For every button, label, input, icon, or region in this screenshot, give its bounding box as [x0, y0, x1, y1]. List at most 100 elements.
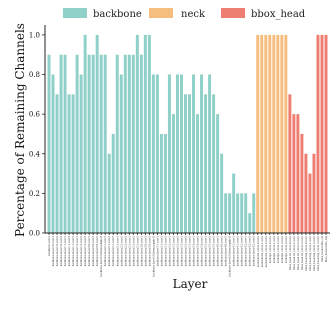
x-tick-label: backbone.layer1.2.conv3	[84, 236, 87, 267]
bar-backbone-layer2-1-conv2	[107, 153, 111, 233]
bar-backbone-layer3-2-conv3	[175, 74, 179, 234]
x-tick-label: backbone.layer3.3.conv3	[189, 236, 192, 267]
bar-backbone-layer3-1-conv2	[159, 133, 163, 233]
bars	[47, 34, 328, 234]
x-tick-label: backbone.layer3.1.conv3	[164, 236, 167, 267]
legend: backbone neck bbox_head	[63, 8, 306, 20]
x-tick-label: backbone.layer2.2.conv2	[120, 236, 123, 267]
bar-backbone-layer3-3-conv2	[184, 94, 187, 233]
bar-backbone-layer2-0-downsample-0	[99, 54, 103, 234]
bar-bbox-head-cls-convs-0-conv	[288, 94, 292, 233]
bar-backbone-layer1-0-conv1	[51, 74, 55, 234]
bar-backbone-layer1-2-conv1	[75, 54, 79, 234]
x-tick-label: backbone.layer3.4.conv1	[193, 236, 196, 267]
bar-backbone-layer1-1-conv1	[63, 54, 67, 234]
x-tick-label: bbox_head.retina_reg	[325, 236, 328, 263]
x-tick-label: backbone.layer3.2.conv2	[172, 236, 175, 267]
y-axis-title: Percentage of Remaining Channels	[13, 23, 27, 237]
bar-backbone-layer3-4-conv2	[196, 114, 200, 233]
x-tick-label: neck.fpn_convs.4.conv	[285, 235, 288, 263]
bar-backbone-layer3-0-conv2	[143, 34, 147, 234]
bar-neck-fpn-convs-2-conv	[276, 34, 280, 234]
bar-bbox-head-retina-cls	[320, 34, 324, 234]
x-tick-label: backbone.layer3.3.conv2	[184, 236, 187, 267]
x-tick-label: backbone.layer4.1.conv2	[237, 236, 240, 267]
legend-swatch-backbone	[63, 8, 87, 18]
legend-label-neck: neck	[181, 9, 206, 20]
x-tick-label: backbone.layer2.3.conv1	[128, 236, 131, 267]
bar-backbone-layer3-5-conv2	[208, 74, 212, 234]
x-tick-label: backbone.layer2.1.conv2	[108, 236, 111, 267]
bar-backbone-layer2-3-conv2	[131, 54, 135, 234]
bar-bbox-head-cls-convs-3-conv	[300, 133, 304, 233]
x-tick-label: backbone.layer2.2.conv3	[124, 236, 127, 267]
x-tick-label: bbox_head.cls_convs.3.conv	[301, 235, 304, 269]
x-tick-label: bbox_head.retina_cls	[321, 235, 324, 261]
bar-bbox-head-cls-convs-1-conv	[292, 114, 296, 233]
x-tick-label: backbone.layer1.0.conv3	[60, 236, 63, 267]
x-tick-label: bbox_head.cls_convs.0.conv	[289, 235, 292, 269]
bar-bbox-head-retina-reg	[324, 34, 328, 234]
x-tick-label: backbone.layer2.2.conv1	[116, 236, 119, 267]
x-tick-label: bbox_head.cls_convs.2.conv	[297, 235, 300, 269]
bar-bbox-head-reg-convs-1-conv	[308, 173, 312, 233]
x-tick-label: backbone.layer2.1.conv1	[104, 236, 107, 267]
bar-backbone-layer4-1-conv1	[232, 173, 236, 233]
x-tick-label: backbone.layer2.0.conv1	[88, 236, 91, 267]
bar-backbone-layer4-0-conv2	[220, 153, 224, 233]
x-tick-label: backbone.layer3.0.conv2	[144, 236, 147, 267]
x-tick-label: backbone.layer3.1.conv2	[160, 236, 163, 267]
x-tick-label: backbone.conv1	[48, 236, 51, 256]
bar-backbone-layer2-2-conv2	[119, 74, 123, 234]
bar-neck-lateral-convs-1-conv	[260, 34, 264, 234]
x-tick-label: neck.fpn_convs.0.conv	[269, 235, 272, 263]
y-tick-label: 1.0	[29, 31, 40, 39]
x-tick-label: backbone.layer4.0.downsample.0	[229, 236, 232, 277]
x-tick-label: backbone.layer3.3.conv1	[180, 236, 183, 267]
x-tick-label: backbone.layer4.2.conv1	[245, 236, 248, 267]
bar-backbone-layer3-4-conv1	[192, 74, 196, 234]
bar-backbone-layer3-1-conv3	[163, 133, 167, 233]
bar-backbone-layer4-2-conv3	[252, 193, 256, 233]
x-ticks: backbone.conv1 backbone.layer1.0.conv1 bac…	[48, 233, 328, 277]
legend-label-bbox-head: bbox_head	[251, 9, 306, 20]
bar-backbone-layer3-2-conv1	[167, 74, 171, 234]
legend-swatch-bbox-head	[221, 8, 245, 18]
y-tick-label: 0.8	[29, 71, 40, 79]
bar-backbone-layer4-2-conv2	[248, 213, 252, 233]
x-tick-label: neck.fpn_convs.2.conv	[277, 235, 280, 263]
x-tick-label: neck.lateral_convs.0.conv	[257, 235, 260, 267]
x-tick-label: bbox_head.reg_convs.0.conv	[305, 235, 308, 270]
x-tick-label: backbone.layer2.3.conv3	[136, 236, 139, 267]
bar-backbone-layer2-2-conv1	[115, 54, 119, 234]
x-tick-label: backbone.layer3.0.conv3	[148, 236, 151, 267]
x-tick-label: neck.lateral_convs.2.conv	[265, 235, 268, 267]
x-tick-label: backbone.layer3.0.conv1	[140, 236, 143, 267]
x-tick-label: backbone.layer1.2.conv1	[76, 236, 79, 267]
legend-item-neck: neck	[149, 8, 206, 20]
y-tick-label: 0.0	[29, 230, 40, 238]
bar-neck-lateral-convs-0-conv	[256, 34, 260, 234]
x-tick-label: backbone.layer1.1.conv1	[64, 236, 67, 267]
legend-label-backbone: backbone	[93, 9, 142, 20]
x-tick-label: neck.fpn_convs.1.conv	[273, 235, 276, 263]
bar-neck-fpn-convs-0-conv	[268, 34, 272, 234]
x-tick-label: neck.fpn_convs.3.conv	[281, 235, 284, 263]
x-tick-label: backbone.layer1.1.conv2	[68, 236, 71, 267]
bar-backbone-layer2-0-conv3	[95, 34, 99, 234]
bar-backbone-layer2-3-conv3	[135, 34, 139, 234]
bar-backbone-layer3-0-conv1	[139, 54, 143, 234]
bar-backbone-layer1-0-conv2	[55, 94, 59, 233]
bar-backbone-layer1-1-conv2	[67, 94, 71, 233]
y-tick-label: 0.4	[29, 150, 41, 158]
legend-item-backbone: backbone	[63, 8, 142, 20]
x-tick-label: backbone.layer3.4.conv2	[197, 236, 200, 267]
bar-backbone-layer3-4-conv3	[200, 74, 204, 234]
bar-backbone-layer1-2-conv3	[83, 34, 87, 234]
legend-swatch-neck	[149, 8, 173, 18]
bar-backbone-layer3-2-conv2	[171, 114, 175, 233]
bar-backbone-layer4-0-conv1	[216, 114, 220, 233]
bar-backbone-layer4-0-conv3	[224, 193, 228, 233]
bar-backbone-layer3-5-conv3	[212, 94, 216, 233]
